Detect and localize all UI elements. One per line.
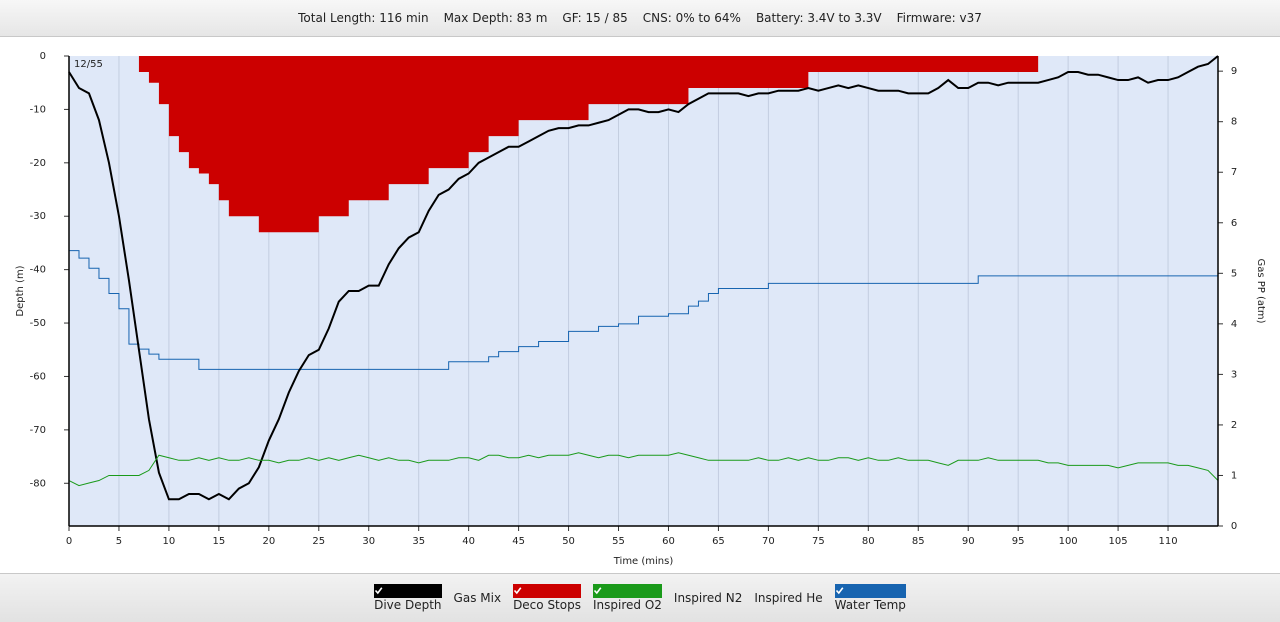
x-tick-label: 95 xyxy=(1012,536,1025,547)
x-tick-label: 85 xyxy=(912,536,925,547)
x-tick-label: 15 xyxy=(213,536,226,547)
x-axis-label: Time (mins) xyxy=(613,556,674,567)
series-line xyxy=(68,452,1219,487)
y2-tick-label: 0 xyxy=(1231,521,1237,532)
chart: 0 5 10 15 20 25 30 35 40 45 50 55 60 65 70 75 80 85 90 95 10… xyxy=(15,51,1266,567)
legend-item[interactable]: Gas Mix xyxy=(454,591,502,605)
x-tick-label: 75 xyxy=(812,536,825,547)
x-tick-label: 55 xyxy=(612,536,625,547)
x-tick-label: 10 xyxy=(163,536,176,547)
legend-label[interactable]: Inspired N2 xyxy=(673,591,743,605)
summary-item: Total Length: 116 min xyxy=(298,11,429,25)
x-tick-label: 45 xyxy=(512,536,525,547)
summary-item: CNS: 0% to 64% xyxy=(642,11,741,25)
y-tick-label: -60 xyxy=(30,371,46,382)
legend-checkbox[interactable] xyxy=(513,584,581,598)
legend-item[interactable]: Inspired He xyxy=(754,591,822,605)
summary-item: Battery: 3.4V to 3.3V xyxy=(755,11,882,25)
y2-tick-label: 5 xyxy=(1231,268,1237,279)
series-line xyxy=(69,250,1218,370)
y-tick-label: -10 xyxy=(30,104,46,115)
x-tick-label: 80 xyxy=(862,536,875,547)
check-stroke xyxy=(835,587,844,595)
y2-tick-label: 9 xyxy=(1231,66,1237,77)
x-tick-label: 70 xyxy=(762,536,775,547)
x-tick-label: 105 xyxy=(1109,536,1128,547)
legend-label[interactable]: Inspired He xyxy=(754,591,823,605)
x-tick-label: 90 xyxy=(962,536,975,547)
legend-item[interactable]: Water Temp xyxy=(834,584,906,612)
x-tick-label: 35 xyxy=(412,536,425,547)
x-tick-label: 20 xyxy=(262,536,275,547)
check-mark xyxy=(375,587,383,595)
check-stroke xyxy=(593,587,602,595)
y-tick-label: -50 xyxy=(30,318,46,329)
legend-label[interactable]: Inspired O2 xyxy=(592,598,662,612)
legend-label[interactable]: Dive Depth xyxy=(374,598,442,612)
legend-item[interactable]: Deco Stops xyxy=(513,584,581,612)
x-tick-label: 30 xyxy=(362,536,375,547)
x-tick-label: 0 xyxy=(66,536,72,547)
y2-axis-label: Gas PP (atm) xyxy=(1255,258,1266,323)
summary-bar: Total Length: 116 min Max Depth: 83 m GF: … xyxy=(0,0,1280,37)
legend-checkbox[interactable] xyxy=(834,584,906,598)
x-tick-label: 25 xyxy=(312,536,325,547)
y2-tick-label: 8 xyxy=(1231,117,1237,128)
check-stroke xyxy=(513,587,522,595)
legend-item[interactable]: Inspired O2 xyxy=(592,584,662,612)
x-tick-label: 50 xyxy=(562,536,575,547)
check-mark xyxy=(513,587,522,595)
deco-area xyxy=(138,56,1039,233)
summary-item: Max Depth: 83 m xyxy=(443,11,548,25)
legend-item[interactable]: Dive Depth xyxy=(374,584,442,612)
x-tick-label: 110 xyxy=(1158,536,1177,547)
check-mark xyxy=(593,587,602,595)
x-tick-label: 65 xyxy=(712,536,725,547)
x-tick-label: 40 xyxy=(462,536,475,547)
y-tick-label: -30 xyxy=(30,211,46,222)
legend-checkbox[interactable] xyxy=(592,584,662,598)
check-stroke xyxy=(375,587,383,595)
y-tick-label: -40 xyxy=(30,265,46,276)
x-tick-label: 60 xyxy=(662,536,675,547)
y-tick-label: -20 xyxy=(30,158,46,169)
series-line xyxy=(68,55,1219,501)
y-axis-label: Depth (m) xyxy=(15,265,26,316)
legend-label[interactable]: Gas Mix xyxy=(453,591,502,605)
y-tick-label: -70 xyxy=(30,425,46,436)
y2-tick-label: 1 xyxy=(1231,470,1237,481)
summary-item: GF: 15 / 85 xyxy=(562,11,628,25)
y2-tick-label: 4 xyxy=(1231,319,1237,330)
y2-tick-label: 6 xyxy=(1231,218,1237,229)
y2-tick-label: 3 xyxy=(1231,369,1237,380)
legend-label[interactable]: Water Temp xyxy=(834,598,906,612)
y-tick-label: -80 xyxy=(30,478,46,489)
legend-item[interactable]: Inspired N2 xyxy=(674,591,742,605)
y-tick-label: 0 xyxy=(40,51,46,62)
annotation: 12/55 xyxy=(74,59,103,70)
legend-checkbox[interactable] xyxy=(374,584,442,598)
y2-tick-label: 7 xyxy=(1231,167,1237,178)
y2-tick-label: 2 xyxy=(1231,420,1237,431)
legend-label[interactable]: Deco Stops xyxy=(513,598,581,612)
x-tick-label: 5 xyxy=(116,536,122,547)
check-mark xyxy=(835,587,844,595)
summary-item: Firmware: v37 xyxy=(896,11,982,25)
x-tick-label: 100 xyxy=(1059,536,1078,547)
legend: Dive Depth Gas Mix Deco Stops Inspired O2 In… xyxy=(0,573,1280,622)
